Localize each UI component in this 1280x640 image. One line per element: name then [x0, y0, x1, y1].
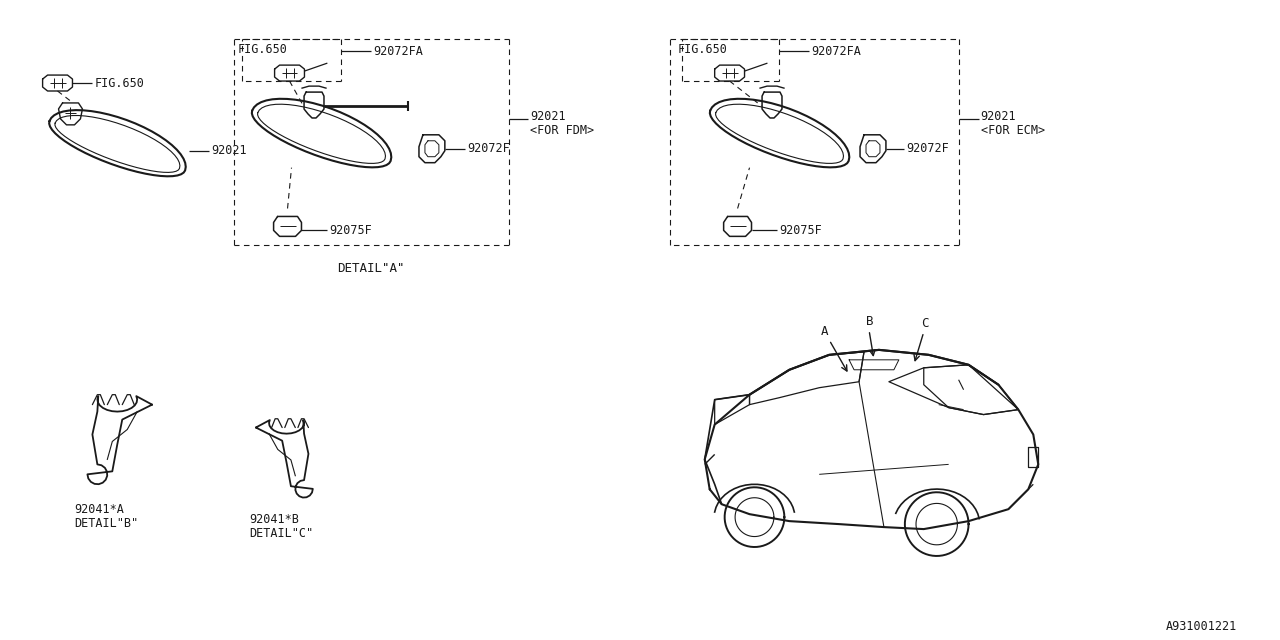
Text: FIG.650: FIG.650	[238, 43, 288, 56]
Text: 92021: 92021	[530, 110, 566, 124]
Text: <FOR FDM>: <FOR FDM>	[530, 124, 595, 138]
Text: 92075F: 92075F	[780, 224, 822, 237]
Text: B: B	[867, 316, 873, 328]
Text: <FOR ECM>: <FOR ECM>	[980, 124, 1044, 138]
Text: 92041*B: 92041*B	[250, 513, 300, 525]
Text: FIG.650: FIG.650	[678, 43, 728, 56]
Text: C: C	[920, 317, 928, 330]
Text: DETAIL"A": DETAIL"A"	[338, 262, 404, 275]
Text: 92021: 92021	[980, 110, 1016, 124]
Text: A: A	[822, 326, 828, 339]
Text: 92072FA: 92072FA	[374, 45, 422, 58]
Text: 92041*A: 92041*A	[74, 502, 124, 516]
Text: DETAIL"C": DETAIL"C"	[250, 527, 314, 540]
Text: 92021: 92021	[211, 144, 247, 157]
Text: FIG.650: FIG.650	[95, 77, 145, 90]
Text: 92075F: 92075F	[329, 224, 372, 237]
Text: DETAIL"B": DETAIL"B"	[74, 516, 138, 530]
Text: A931001221: A931001221	[1166, 620, 1238, 633]
Text: 92072FA: 92072FA	[812, 45, 861, 58]
Text: 92072F: 92072F	[906, 142, 948, 156]
Text: 92072F: 92072F	[467, 142, 509, 156]
